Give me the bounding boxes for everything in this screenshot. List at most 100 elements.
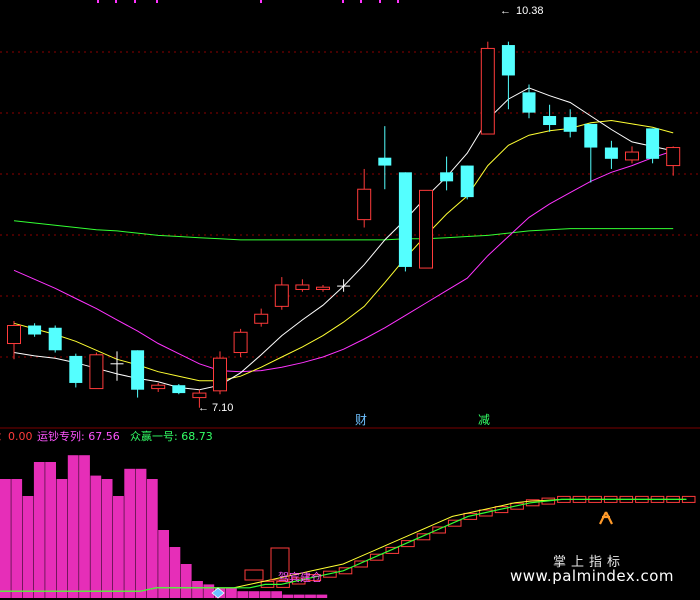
- indicator-box: [307, 574, 322, 582]
- indicator-box: [432, 526, 446, 534]
- high-price-label: 10.38: [516, 5, 544, 17]
- ma-mid-line: [13, 119, 674, 382]
- candle-body: [501, 45, 515, 76]
- diamond-icon: [211, 587, 225, 599]
- top-marker-dot: [397, 0, 399, 3]
- moving-average-lines: [13, 87, 674, 391]
- indicator-box: [447, 519, 462, 527]
- indicator-bar: [11, 479, 23, 598]
- candle-body: [666, 147, 681, 167]
- ma-slow-line: [13, 150, 674, 373]
- indicator-bar: [33, 462, 45, 598]
- chart-labels: 10.38 ← 7.10 ← 财 减: [198, 5, 544, 427]
- top-marker-dot: [134, 0, 136, 3]
- indicator-box: [479, 509, 493, 517]
- watermark-line-1: 掌上指标: [553, 555, 626, 570]
- cai-marker-label: 财: [355, 413, 367, 427]
- candle-body: [295, 284, 310, 290]
- top-marker-dot: [97, 0, 99, 3]
- candle-body: [398, 172, 412, 267]
- indicator-value-3: 众赢一号: 68.73: [130, 429, 213, 443]
- indicator-box: [354, 560, 368, 568]
- indicator-box: [369, 553, 384, 561]
- indicator-bar: [305, 594, 316, 598]
- indicator-box: [525, 499, 540, 507]
- indicator-box: [416, 533, 431, 541]
- indicator-box: [494, 506, 509, 514]
- indicator-bar: [79, 455, 90, 598]
- person-icon: [599, 511, 613, 525]
- indicator-bar: [45, 462, 56, 598]
- candle-body: [646, 128, 660, 159]
- indicator-box: [463, 512, 478, 520]
- indicator-bar: [180, 564, 192, 598]
- indicator-line-green: [0, 498, 687, 592]
- candle-body: [274, 284, 289, 307]
- indicator-bar: [316, 594, 328, 598]
- candle-body: [604, 147, 618, 159]
- candle-body: [89, 354, 104, 390]
- candle-body: [543, 116, 557, 126]
- candle-body: [172, 385, 186, 394]
- indicator-lines: [0, 495, 696, 592]
- indicator-bar: [169, 547, 181, 598]
- candle-body: [7, 325, 21, 345]
- watermark-line-2: www.palmindex.com: [510, 567, 675, 585]
- low-arrow: ←: [198, 402, 209, 414]
- grid-lines: [0, 0, 700, 358]
- indicator-bar: [135, 468, 147, 598]
- indicator-bar: [293, 594, 305, 598]
- candle-body: [28, 325, 42, 335]
- indicator-bar: [271, 591, 282, 598]
- indicator-box: [385, 546, 400, 554]
- ma-long-line: [13, 220, 674, 241]
- candle-body: [563, 117, 577, 132]
- candle-body: [522, 92, 536, 113]
- candle-body: [48, 327, 62, 351]
- indicator-bar: [248, 591, 260, 598]
- candlesticks: [7, 41, 681, 408]
- indicator-bar: [22, 496, 34, 598]
- indicator-bar: [67, 455, 79, 598]
- indicator-bar: [282, 594, 294, 598]
- candle-body: [419, 189, 433, 269]
- indicator-box: [401, 540, 415, 548]
- ma-fast-line: [13, 87, 674, 391]
- candle-body: [625, 151, 639, 161]
- candle-body: [480, 47, 495, 135]
- candle-body: [440, 172, 454, 182]
- indicator-bar: [192, 581, 203, 598]
- indicator-bar: [124, 468, 136, 598]
- top-marker-dot: [260, 0, 262, 3]
- indicator-bar: [90, 475, 102, 598]
- top-marker-dot: [342, 0, 344, 3]
- candle-body: [254, 313, 269, 324]
- jian-marker-label: 减: [478, 413, 490, 427]
- indicator-bar: [146, 479, 158, 598]
- jiancang-label: 驾宾建仓: [278, 570, 322, 584]
- high-arrow: ←: [500, 5, 511, 17]
- indicator-bar: [113, 496, 124, 598]
- indicator-bar: [237, 591, 249, 598]
- top-marker-dot: [360, 0, 362, 3]
- indicator-bar: [101, 479, 113, 598]
- indicator-bars: [0, 455, 328, 598]
- indicator-box: [270, 547, 290, 581]
- indicator-bar: [203, 584, 215, 598]
- candle-body: [357, 188, 372, 221]
- candle-body: [316, 286, 330, 290]
- low-price-label: 7.10: [212, 402, 233, 414]
- indicator-box: [323, 570, 337, 578]
- indicator-box: [291, 577, 306, 585]
- candle-body: [192, 392, 207, 399]
- indicator-bar: [226, 587, 237, 598]
- candle-body: [151, 384, 166, 390]
- indicator-box: [244, 569, 264, 581]
- indicator-bar: [0, 479, 11, 598]
- candle-body: [378, 157, 392, 166]
- indicator-bar: [56, 479, 68, 598]
- candle-body: [131, 350, 145, 390]
- indicator-value-2: 运钞专列: 67.56: [37, 429, 120, 443]
- indicator-bar: [158, 530, 169, 598]
